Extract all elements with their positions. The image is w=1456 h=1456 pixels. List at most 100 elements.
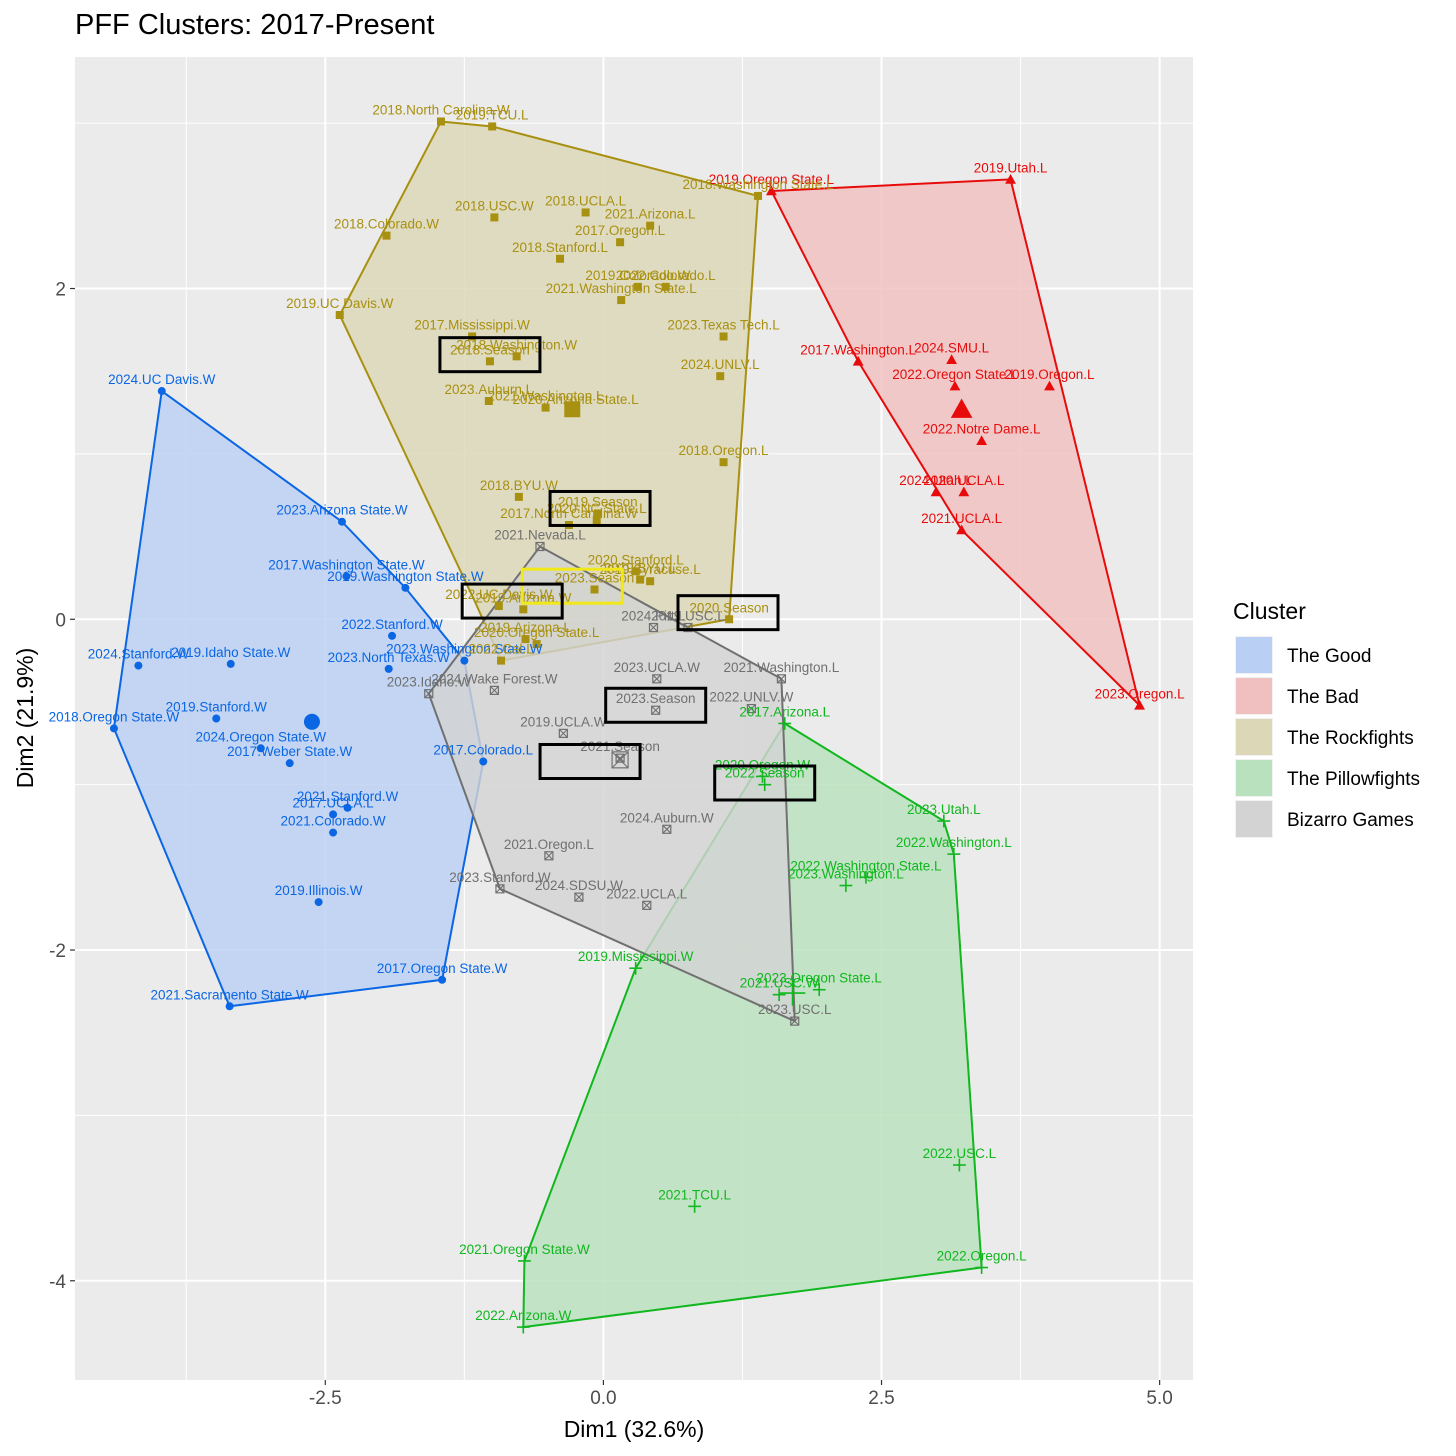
label-2020-oregon-state-l: 2020.Oregon State.L — [474, 625, 600, 640]
legend-title: Cluster — [1233, 598, 1306, 624]
point-2022-oregon-l — [975, 1261, 989, 1274]
label-2019-stanford-w: 2019.Stanford.W — [166, 700, 268, 715]
label-2017-mississippi-w: 2017.Mississippi.W — [414, 317, 530, 332]
label-2021-washington-l: 2021.Washington.L — [488, 389, 604, 404]
label-2019-idaho-state-w: 2019.Idaho State.W — [171, 645, 291, 660]
label-2017-colorado-l: 2017.Colorado.L — [433, 742, 533, 757]
point-2022-washington-state-l — [859, 870, 873, 884]
point-2024-auburn-w — [662, 824, 672, 834]
legend-key-good — [1236, 637, 1272, 673]
x-axis-title: Dim1 (32.6%) — [564, 1416, 705, 1442]
point-2023-stanford-w — [495, 884, 505, 894]
label-2022-season: 2022.Season — [725, 766, 805, 781]
y-tick-label: 2 — [55, 280, 66, 301]
label-2019-season: 2019.Season — [558, 494, 638, 509]
point-2018-oregon-l — [719, 458, 728, 467]
label-2018-washington-w: 2018.Washington.W — [456, 337, 577, 352]
boxx-rect — [662, 824, 672, 834]
label-2022-oregon-state-l: 2022.Oregon State.L — [892, 367, 1018, 382]
label-2017-weber-state-w: 2017.Weber State.W — [227, 744, 352, 759]
label-2018-stanford-l: 2018.Stanford.L — [512, 240, 609, 255]
label-2019-mississippi-w: 2019.Mississippi.W — [578, 949, 694, 964]
hull-bizarro — [427, 545, 796, 1023]
point-2023-ucla-w — [652, 674, 662, 684]
label-2017-oregon-l: 2017.Oregon.L — [575, 223, 666, 238]
label-2022-washington-state-l: 2022.Washington State.L — [790, 858, 942, 873]
point-2022-oregon-state-l — [949, 380, 961, 391]
label-2021-season: 2021.Season — [580, 739, 660, 754]
boxx-diag2 — [558, 728, 568, 738]
point-2018-washington-w — [512, 352, 521, 361]
label-2021-washington-l: 2021.Washington.L — [723, 660, 839, 675]
y-axis-ticks: 2 0 -2 -4 — [49, 280, 75, 1293]
point-2018-oregon-state-w — [109, 724, 118, 733]
point-2018-north-carolina-w — [436, 117, 445, 126]
point-2019-uc-davis-w — [335, 310, 344, 319]
point-2023-washington-state-w — [460, 656, 469, 665]
label-2021-sacramento-state-w: 2021.Sacramento State.W — [150, 987, 309, 1002]
season-box-2018-season — [438, 336, 542, 374]
legend-label-bizarro: Bizarro Games — [1287, 810, 1414, 831]
hull-bad — [769, 178, 1142, 709]
boxx-rect — [652, 674, 662, 684]
legend: Cluster The Good The Bad The Rockfights The… — [1233, 598, 1420, 838]
label-2018-colorado-w: 2018.Colorado.W — [334, 217, 439, 232]
label-2021-stanford-w: 2021.Stanford.W — [297, 789, 399, 804]
point-2024-uc-davis-w — [157, 387, 166, 396]
legend-label-good: The Good — [1287, 646, 1372, 667]
point-2019-ucla-w — [558, 728, 568, 738]
boxx-diag2 — [611, 751, 629, 769]
y-tick-label: -2 — [49, 941, 66, 962]
centroid-rock — [564, 401, 581, 418]
point-2022-season — [758, 778, 772, 792]
label-2023-stanford-w: 2023.Stanford.W — [449, 870, 551, 885]
point-2022-colorado-l — [661, 282, 670, 291]
point-2022-uc-davis-w — [494, 602, 503, 611]
point-2023-idaho-w — [424, 689, 434, 699]
season-box-2021-season — [538, 742, 642, 780]
point-2018-usc-w — [490, 213, 499, 222]
label-2024-pitt-l: 2024.Pitt.L — [621, 609, 686, 624]
point-2021-washington-state-l — [617, 296, 626, 305]
label-2024-unlv-l: 2024.UNLV.L — [681, 357, 760, 372]
label-2021-tcu-l: 2021.TCU.L — [658, 1187, 731, 1202]
point-2017-washington-l — [852, 355, 864, 366]
y-tick-label: -4 — [49, 1272, 66, 1293]
label-2023-oregon-l: 2023.Oregon.L — [1095, 686, 1186, 701]
label-2022-unlv-w: 2022.UNLV.W — [709, 690, 793, 705]
point-2023-oregon-l — [1134, 699, 1146, 710]
point-2023-texas-tech-l — [719, 332, 728, 341]
point-2022-usc-l — [952, 1158, 966, 1172]
hull-pillow — [522, 722, 983, 1329]
legend-label-rock: The Rockfights — [1287, 728, 1414, 749]
boxx-diag2 — [642, 900, 652, 910]
point-2018-season — [485, 357, 494, 366]
point-2021-oregon-l — [544, 851, 554, 861]
boxx-rect — [746, 703, 756, 714]
centroid-pillow — [779, 980, 806, 1006]
x-tick-label: -2.5 — [309, 1388, 342, 1409]
point-2019-arizona-l — [521, 635, 530, 644]
point-2023-utah-l — [937, 814, 951, 828]
label-2021-oregon-l: 2021.Oregon.L — [504, 837, 595, 852]
legend-key-bad — [1236, 678, 1272, 714]
label-2020-ucla-l: 2020.UCLA.L — [923, 473, 1005, 488]
point-2020-ucla-l — [958, 486, 970, 497]
label-2022-oregon-l: 2022.Oregon.L — [937, 1249, 1028, 1264]
season-highlight-boxes — [438, 336, 817, 802]
label-2021-ucla-l: 2021.UCLA.L — [921, 511, 1003, 526]
label-2020-stanford-l: 2020.Stanford.L — [588, 552, 685, 567]
label-2019-ucla-w: 2019.UCLA.W — [520, 714, 607, 729]
label-2023-oregon-state-l: 2023.Oregon State.L — [757, 971, 883, 986]
point-2024-oregon-state-w — [256, 744, 265, 753]
label-2019-oregon-state-l: 2019.Oregon State.L — [709, 172, 835, 187]
label-2023-season: 2023.Season — [555, 571, 635, 586]
boxx-rect — [574, 892, 584, 902]
point-2020-oregon-state-l — [532, 640, 541, 649]
point-2017-oregon-state-w — [438, 975, 447, 984]
point-2023-north-texas-w — [384, 664, 393, 673]
point-2023-oregon-state-l — [812, 983, 826, 997]
point-2021-usc-w — [772, 988, 786, 1002]
boxx-diag2 — [649, 623, 658, 632]
boxx-rect — [790, 1016, 800, 1026]
